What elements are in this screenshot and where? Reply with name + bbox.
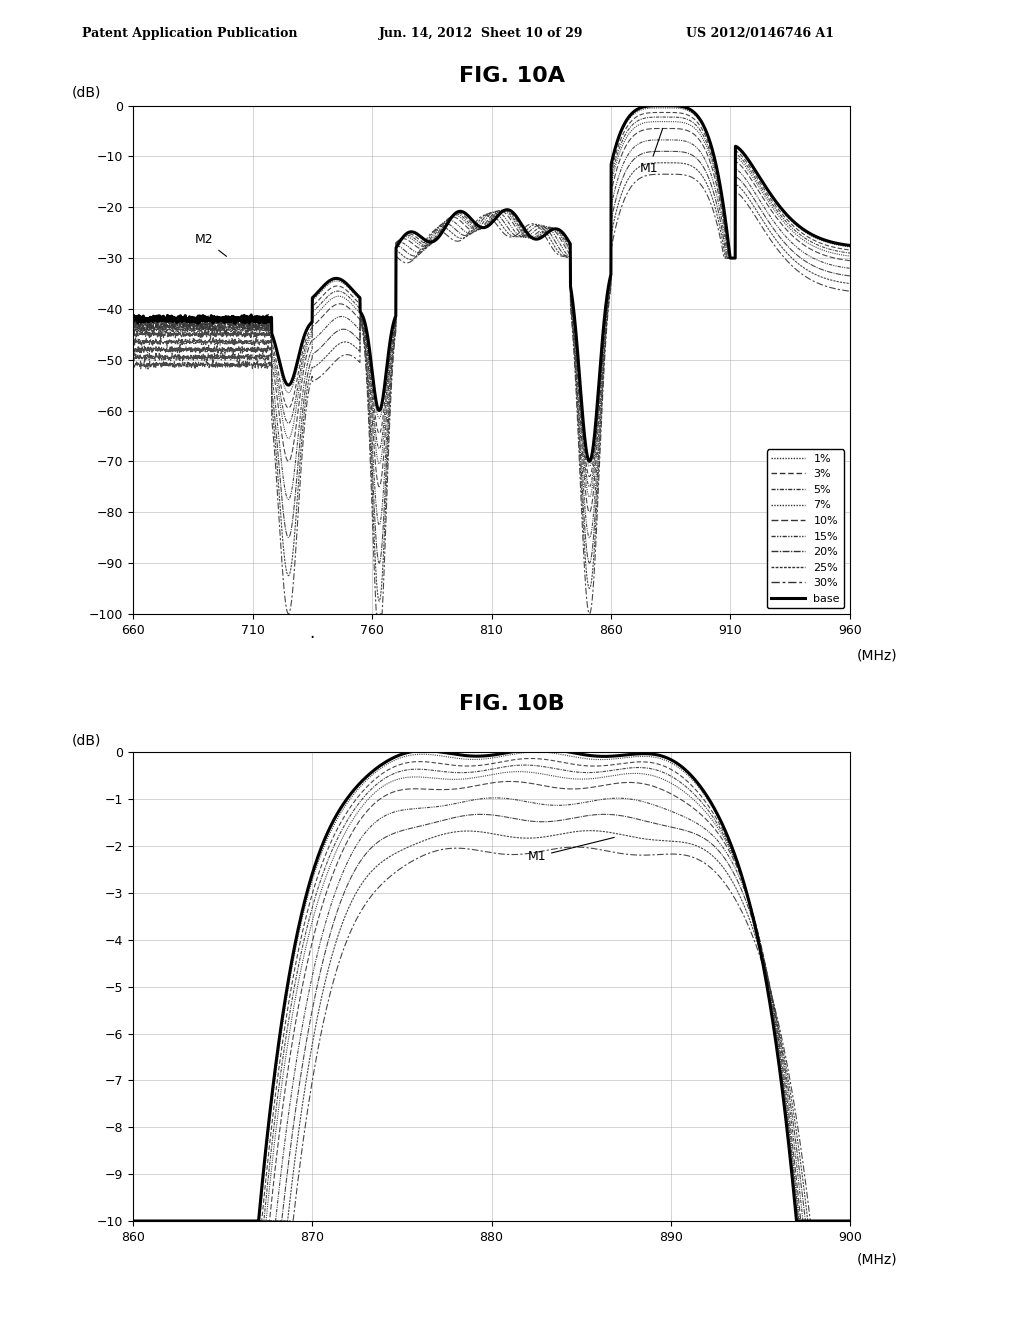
Text: (MHz): (MHz): [857, 1253, 898, 1266]
Legend: 1%, 3%, 5%, 7%, 10%, 15%, 20%, 25%, 30%, base: 1%, 3%, 5%, 7%, 10%, 15%, 20%, 25%, 30%,…: [767, 449, 845, 609]
Text: US 2012/0146746 A1: US 2012/0146746 A1: [686, 26, 835, 40]
Text: Jun. 14, 2012  Sheet 10 of 29: Jun. 14, 2012 Sheet 10 of 29: [379, 26, 584, 40]
Text: Patent Application Publication: Patent Application Publication: [82, 26, 297, 40]
Text: M1: M1: [527, 837, 614, 863]
Text: FIG. 10B: FIG. 10B: [459, 694, 565, 714]
Text: M2: M2: [196, 232, 226, 256]
Text: ·: ·: [309, 630, 315, 647]
Text: FIG. 10A: FIG. 10A: [459, 66, 565, 86]
Text: M1: M1: [640, 128, 663, 174]
Text: (dB): (dB): [72, 86, 101, 99]
Text: (dB): (dB): [72, 734, 101, 747]
Text: (MHz): (MHz): [857, 648, 898, 663]
